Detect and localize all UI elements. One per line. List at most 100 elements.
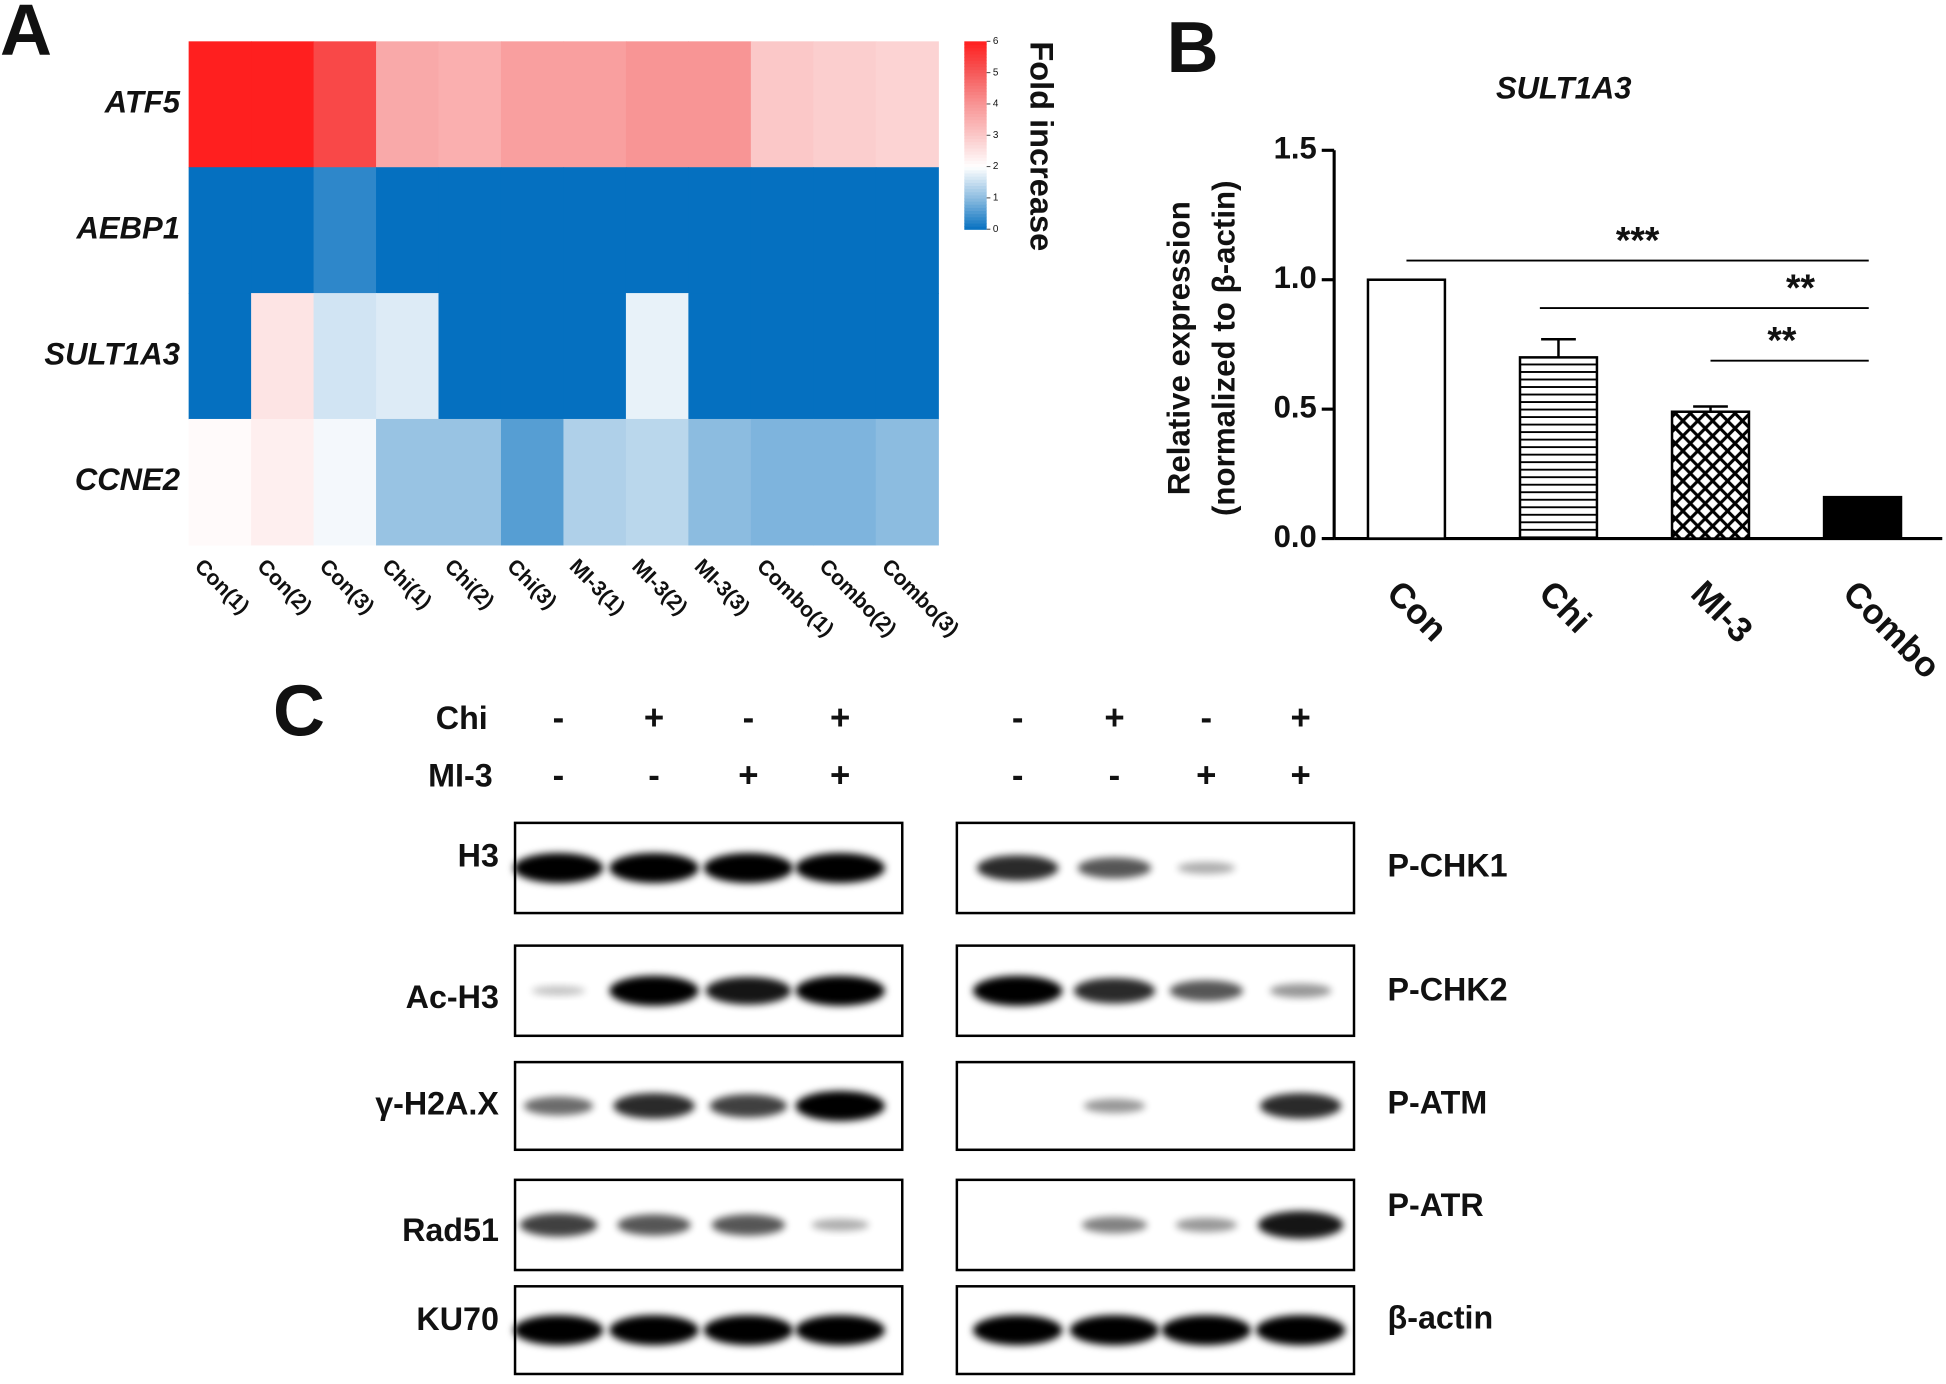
blot-band [795, 1315, 885, 1346]
colorbar-segment [964, 150, 987, 155]
column-label: Chi(3) [502, 555, 560, 614]
colorbar-segment [964, 47, 987, 52]
colorbar-segment [964, 69, 987, 74]
heatmap-cell [688, 167, 752, 294]
heatmap-cell [688, 41, 752, 168]
panel-label: B [1167, 7, 1219, 87]
heatmap-cell [563, 41, 627, 168]
colorbar-segment [964, 91, 987, 96]
colorbar-segment [964, 116, 987, 121]
heatmap-cell [625, 167, 690, 294]
colorbar-segment [964, 147, 987, 152]
panel-label: C [273, 671, 325, 751]
x-tick-label: Con [1379, 573, 1454, 649]
protein-label: β-actin [1388, 1300, 1494, 1336]
colorbar-segment [964, 172, 987, 177]
heatmap-cell [251, 293, 315, 420]
colorbar-segment [964, 53, 987, 58]
condition-sign: - [1012, 698, 1024, 737]
colorbar-segment [964, 201, 987, 205]
heatmap-cell [251, 167, 315, 294]
heatmap-cell [313, 41, 377, 168]
colorbar-segment [964, 138, 987, 143]
blot-band [609, 975, 699, 1006]
colorbar-tick-label: 5 [993, 67, 999, 78]
heatmap-cell [500, 41, 565, 168]
protein-label: H3 [458, 837, 499, 873]
blot-band [609, 1315, 699, 1346]
heatmap-cell [688, 293, 752, 420]
x-tick-label: Combo [1836, 573, 1946, 686]
row-label: SULT1A3 [44, 336, 180, 371]
heatmap-cell [313, 167, 377, 294]
heatmap-cell [251, 41, 315, 168]
condition-sign: + [1196, 756, 1216, 795]
blot-band [1169, 980, 1244, 1002]
colorbar-segment [964, 60, 987, 64]
blot-band [1083, 1098, 1146, 1114]
blot-band [1077, 857, 1152, 879]
colorbar-segment [964, 160, 987, 165]
colorbar-segment [964, 113, 987, 118]
heatmap-cell [750, 293, 814, 420]
colorbar-segment [964, 56, 987, 61]
colorbar-tick-label: 0 [993, 224, 999, 235]
colorbar-segment [964, 154, 987, 158]
colorbar-segment [964, 182, 987, 186]
colorbar-segment [964, 135, 987, 140]
colorbar-segment [964, 122, 987, 127]
row-label: ATF5 [104, 84, 181, 119]
blot-band [523, 1096, 594, 1116]
heatmap-cell [750, 167, 814, 294]
colorbar-segment [964, 204, 987, 208]
blot-band [795, 1090, 885, 1121]
blot-band [1175, 1217, 1238, 1233]
heatmap-cell [376, 418, 440, 546]
colorbar-segment [964, 169, 987, 174]
blot-band [513, 852, 604, 884]
condition-sign: + [830, 756, 850, 795]
heatmap-cell [813, 293, 877, 420]
blot-band [513, 1315, 604, 1346]
colorbar-segment [964, 107, 987, 111]
heatmap-cell [500, 293, 565, 420]
blot-band [976, 855, 1059, 881]
protein-label: P-CHK1 [1388, 847, 1508, 883]
heatmap-cell [625, 41, 690, 168]
protein-label: Rad51 [402, 1212, 499, 1248]
condition-label: MI-3 [428, 757, 493, 793]
colorbar-segment [964, 132, 987, 136]
colorbar-segment [964, 191, 987, 196]
colorbar-tick-label: 3 [993, 130, 999, 141]
heatmap-cell [188, 167, 252, 294]
y-axis-label: (normalized to β-actin) [1207, 180, 1242, 516]
blot-band [1177, 861, 1236, 874]
colorbar-segment [964, 141, 987, 146]
bar [1670, 410, 1751, 540]
condition-sign: + [1104, 698, 1124, 737]
blot-band [1069, 1315, 1160, 1346]
colorbar-segment [964, 78, 987, 83]
column-label: MI-3(2) [627, 555, 691, 620]
colorbar-label: Fold increase [1023, 41, 1059, 251]
colorbar-segment [964, 66, 987, 71]
blot-band [519, 1213, 598, 1237]
heatmap-cell [625, 293, 690, 420]
colorbar-segment [964, 188, 987, 193]
y-tick-label: 0.5 [1274, 389, 1317, 424]
blot-band [1161, 1315, 1251, 1346]
bar [1518, 356, 1599, 540]
row-label: CCNE2 [75, 462, 181, 497]
colorbar-segment [964, 213, 987, 218]
colorbar-segment [964, 82, 987, 86]
colorbar-tick-label: 1 [993, 193, 999, 204]
colorbar-segment [964, 85, 987, 89]
colorbar-segment [964, 75, 987, 80]
colorbar-segment [964, 157, 987, 161]
blot-band [973, 1315, 1063, 1346]
y-tick-label: 1.0 [1274, 260, 1317, 295]
condition-sign: + [738, 756, 758, 795]
heatmap-cell [625, 418, 690, 546]
colorbar-segment [964, 222, 987, 227]
heatmap-cell [188, 41, 252, 168]
